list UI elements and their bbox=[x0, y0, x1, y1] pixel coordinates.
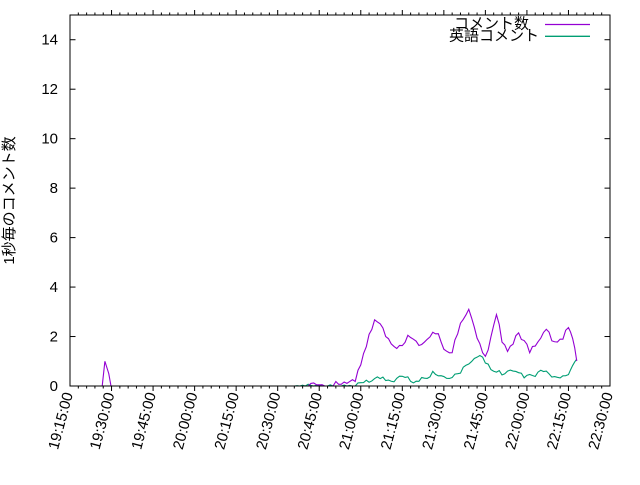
svg-text:0: 0 bbox=[50, 378, 58, 395]
svg-text:英語コメント: 英語コメント bbox=[449, 27, 539, 45]
svg-text:4: 4 bbox=[50, 279, 58, 296]
svg-text:8: 8 bbox=[50, 180, 58, 197]
svg-text:2: 2 bbox=[50, 329, 58, 346]
svg-text:12: 12 bbox=[41, 81, 58, 98]
svg-text:6: 6 bbox=[50, 230, 58, 247]
svg-text:10: 10 bbox=[41, 131, 58, 148]
svg-text:14: 14 bbox=[41, 32, 58, 49]
svg-text:1秒毎のコメント数: 1秒毎のコメント数 bbox=[1, 136, 18, 264]
